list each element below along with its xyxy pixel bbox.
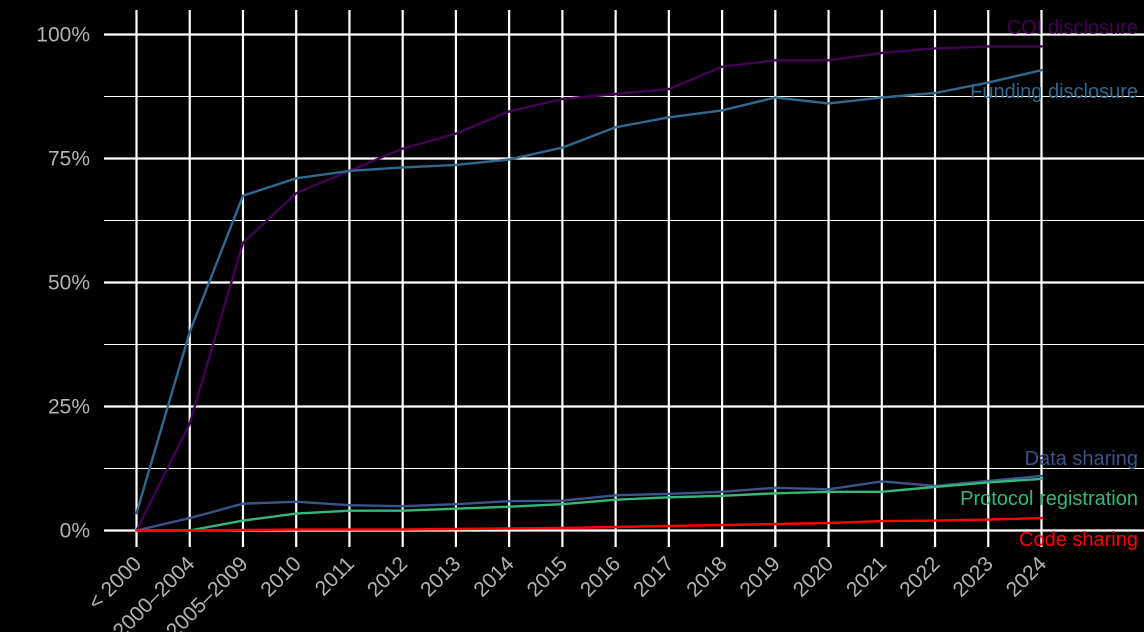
y-tick-label: 100% [36,24,90,47]
series-line-data-sharing [135,474,1043,532]
x-tick-label: 2015 [523,552,572,601]
x-tick-label: 2013 [416,552,465,601]
y-tick-label: 0% [60,520,90,543]
x-tick-label: 2022 [895,552,944,601]
x-tick-label: 2019 [736,552,785,601]
x-tick-label: 2012 [363,552,412,601]
series-label-data-sharing: Data sharing [1025,448,1138,470]
series-labels: COI disclosure Funding disclosure Data sha… [960,17,1138,551]
series-line-protocol-registration [135,477,1043,532]
y-tick-label: 75% [48,148,90,171]
x-tick-label: 2014 [469,552,519,602]
x-tick-label: 2018 [682,552,731,601]
x-tick-label: 2010 [256,552,305,601]
series-line-code-sharing [135,516,1043,532]
x-tick-label: 2011 [311,552,359,600]
x-tick-label: 2023 [949,552,998,601]
x-tick-label: 2017 [629,552,678,601]
x-tick-label: 2020 [789,552,838,601]
major-gridlines [104,10,1144,547]
x-tick-label: 2016 [576,552,625,601]
series-label-funding-disclosure: Funding disclosure [970,81,1138,103]
minor-gridlines [104,95,1144,470]
series-label-protocol-registration: Protocol registration [960,488,1138,510]
y-axis-tick-labels: 0% 25% 50% 75% 100% [36,24,90,543]
x-tick-label: 2021 [842,552,891,601]
series-line-funding-disclosure [135,68,1043,515]
y-tick-label: 50% [48,272,90,295]
series-lines [135,45,1043,532]
series-line-coi-disclosure [135,45,1043,532]
series-label-code-sharing: Code sharing [1019,529,1138,551]
series-label-coi-disclosure: COI disclosure [1007,17,1138,39]
y-tick-label: 25% [48,396,90,419]
x-tick-label: 2024 [1002,552,1052,602]
